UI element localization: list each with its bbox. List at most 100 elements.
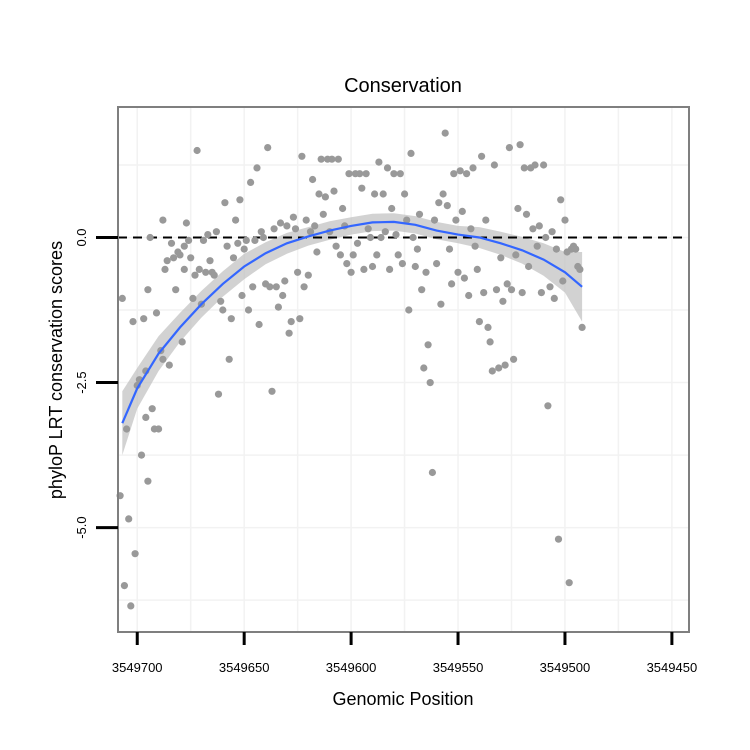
data-point [202, 268, 210, 276]
data-point [129, 318, 137, 326]
data-point [550, 294, 558, 302]
data-point [520, 164, 528, 172]
data-point [146, 233, 154, 242]
data-point [525, 262, 533, 271]
data-point [268, 387, 276, 395]
data-point [420, 364, 428, 372]
data-point [180, 265, 188, 273]
data-point [394, 251, 402, 259]
data-point [242, 236, 250, 244]
data-point [298, 152, 306, 160]
data-point [223, 242, 231, 250]
data-point [366, 233, 374, 242]
data-point [123, 425, 131, 433]
data-point [274, 303, 282, 311]
data-point [334, 155, 342, 163]
data-point [443, 202, 451, 210]
data-point [148, 405, 156, 413]
data-point [572, 245, 580, 253]
data-point [182, 219, 190, 227]
data-point [195, 265, 203, 273]
data-point [552, 245, 561, 253]
x-tick-label: 3549600 [326, 660, 377, 675]
data-point [460, 274, 468, 282]
data-point [191, 271, 199, 279]
data-point [388, 204, 396, 213]
data-point [315, 190, 323, 198]
data-point [499, 297, 507, 305]
data-point [238, 291, 246, 300]
data-point [469, 164, 477, 172]
data-point [403, 216, 411, 224]
data-point [328, 155, 336, 163]
data-point [279, 291, 287, 300]
data-point [118, 294, 126, 302]
data-point [435, 199, 443, 207]
data-point [467, 225, 475, 233]
data-point [144, 477, 152, 485]
data-point [501, 361, 509, 369]
data-point [454, 268, 462, 276]
data-point [505, 144, 513, 152]
data-point [533, 242, 541, 250]
data-point [529, 225, 537, 233]
data-point [176, 251, 184, 259]
data-point [565, 579, 573, 587]
data-point [396, 170, 404, 178]
data-point [172, 286, 180, 294]
data-point [217, 297, 225, 305]
data-point [475, 318, 483, 326]
data-point [229, 254, 238, 262]
data-point [294, 268, 302, 276]
data-point [439, 190, 447, 198]
data-point [413, 245, 421, 253]
data-point [540, 161, 548, 169]
data-point [127, 602, 135, 610]
data-point [270, 225, 278, 233]
data-point [319, 210, 327, 218]
data-point [234, 239, 242, 247]
data-point [362, 170, 370, 178]
data-point [264, 144, 272, 152]
data-point [206, 257, 214, 265]
data-point [219, 306, 227, 314]
data-point [170, 254, 178, 262]
data-point [512, 251, 520, 259]
data-point [548, 228, 556, 236]
data-point [514, 204, 522, 213]
panel-border [117, 106, 690, 633]
data-point [509, 355, 518, 363]
data-point [317, 155, 325, 163]
data-point [232, 216, 240, 224]
x-tick-label: 3549450 [647, 660, 698, 675]
data-point [180, 242, 188, 250]
data-point [266, 283, 274, 291]
data-point [300, 283, 308, 291]
confidence-band [122, 213, 583, 456]
data-point [161, 265, 169, 273]
data-point [364, 225, 372, 233]
data-point [368, 262, 377, 271]
data-point [456, 167, 464, 175]
data-point [259, 233, 267, 242]
smooth-line [121, 220, 583, 424]
data-point [473, 265, 481, 273]
data-point [450, 170, 458, 178]
data-point [405, 306, 413, 314]
data-point [358, 184, 366, 192]
data-point [281, 277, 289, 285]
data-point [554, 535, 563, 543]
data-point [339, 204, 347, 213]
data-point [349, 251, 357, 259]
data-point [332, 242, 340, 250]
data-point [221, 199, 229, 207]
data-point [142, 413, 150, 421]
data-point [144, 286, 152, 294]
data-point [411, 262, 419, 271]
data-point [371, 190, 379, 198]
data-point [187, 254, 195, 262]
y-axis-ticks: 0.0 -2.5 -5.0 [74, 228, 118, 539]
data-point [537, 289, 546, 297]
data-point [336, 251, 344, 259]
